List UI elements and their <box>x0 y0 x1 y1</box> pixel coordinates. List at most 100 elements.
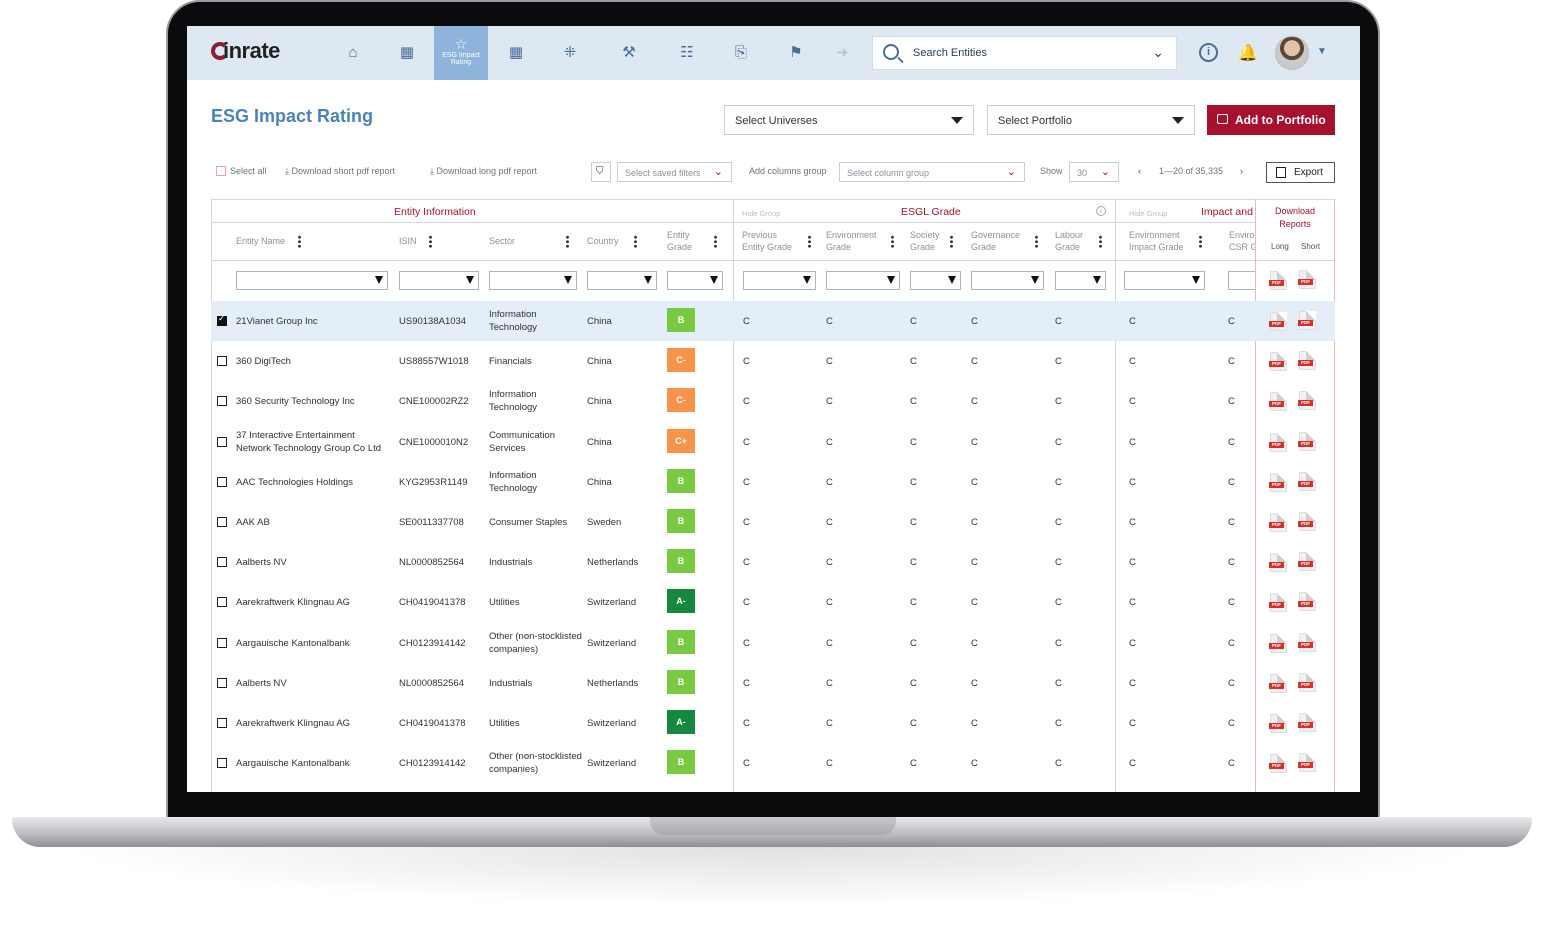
table-row[interactable]: Aargauische Kantonalbank CH0123914142 Othe… <box>211 743 1335 783</box>
home-icon[interactable]: ⌂ <box>348 44 358 61</box>
pdf-short-icon[interactable]: PDF <box>1298 351 1316 371</box>
pdf-long-icon[interactable]: PDF <box>1269 513 1287 532</box>
pdf-short-icon[interactable]: PDF <box>1298 391 1316 411</box>
pdf-long-icon[interactable]: PDF <box>1269 432 1287 452</box>
filter-country[interactable] <box>587 271 657 290</box>
select-universes-dropdown[interactable]: Select Universes <box>724 105 974 135</box>
pdf-short-icon[interactable]: PDF <box>1298 753 1316 773</box>
hide-group-link[interactable]: Hide Group <box>1129 209 1168 218</box>
col-environment-impact-grade[interactable]: Environment Impact Grade <box>1129 229 1184 253</box>
filter-isin[interactable] <box>399 271 479 290</box>
entity-name-cell[interactable]: AAC Technologies Holdings <box>236 476 353 489</box>
col-governance-grade[interactable]: Governance Grade <box>971 229 1020 253</box>
download-short-report-button[interactable]: ⤓ Download short pdf report <box>285 166 395 177</box>
row-checkbox[interactable] <box>217 597 227 608</box>
entity-name-cell[interactable]: Aargauische Kantonalbank <box>236 757 350 770</box>
col-sector[interactable]: Sector <box>489 236 516 246</box>
hide-group-link[interactable]: Hide Group <box>742 209 781 218</box>
row-checkbox[interactable] <box>217 718 227 728</box>
row-checkbox[interactable] <box>217 356 227 367</box>
next-page-icon[interactable]: › <box>1240 166 1243 176</box>
add-to-portfolio-button[interactable]: Add to Portfolio <box>1207 105 1335 135</box>
filter-society-grade[interactable] <box>910 271 961 290</box>
pdf-long-icon[interactable]: PDF <box>1269 714 1287 733</box>
row-checkbox[interactable] <box>217 758 227 769</box>
table-row[interactable]: 37 Interactive Entertainment Network Tech… <box>211 422 1335 462</box>
checklist-icon[interactable]: ☷ <box>680 44 694 61</box>
table-row[interactable]: 360 DigiTech US88557W1018 Financials China C… <box>211 341 1335 381</box>
col-environment-grade[interactable]: Environment Grade <box>826 229 877 253</box>
grid-icon[interactable]: ▦ <box>399 44 415 61</box>
col-entity-grade[interactable]: Entity Grade <box>667 229 692 253</box>
bell-icon[interactable]: 🔔 <box>1238 45 1258 62</box>
filter-sector[interactable] <box>489 271 577 290</box>
filter-environment-impact[interactable] <box>1124 271 1205 290</box>
row-checkbox[interactable] <box>217 436 227 447</box>
entity-name-cell[interactable]: Aalberts NV <box>236 556 287 569</box>
saved-filters-dropdown[interactable]: Select saved filters ⌄ <box>617 162 732 182</box>
entity-name-cell[interactable]: Aargauische Kantonalbank <box>236 637 350 650</box>
pdf-long-icon[interactable]: PDF <box>1269 754 1287 774</box>
pdf-long-icon[interactable]: PDF <box>1269 673 1287 693</box>
search-input[interactable]: Search Entities <box>913 47 987 59</box>
pdf-short-icon[interactable]: PDF <box>1298 592 1316 612</box>
pdf-short-icon[interactable]: PDF <box>1298 431 1316 451</box>
select-all-checkbox[interactable]: Select all <box>216 166 267 176</box>
table-row[interactable]: AAK AB SE0011337708 Consumer Staples Sweden… <box>211 502 1335 542</box>
entity-name-cell[interactable]: 360 DigiTech <box>236 355 291 368</box>
chevron-down-icon[interactable]: ⌄ <box>1152 44 1164 60</box>
info-icon[interactable]: i <box>1199 43 1218 62</box>
row-checkbox[interactable] <box>217 316 227 326</box>
arrow-circle-icon[interactable]: ➜ <box>835 44 849 61</box>
pdf-long-icon[interactable]: PDF <box>1269 472 1287 492</box>
filter-button[interactable]: ⛉ <box>591 162 611 182</box>
filter-entity-grade[interactable] <box>667 271 723 290</box>
row-checkbox[interactable] <box>217 517 227 527</box>
pdf-long-icon[interactable]: PDF <box>1269 271 1287 290</box>
download-long-report-button[interactable]: ⤓ Download long pdf report <box>430 166 537 177</box>
column-menu-icon[interactable] <box>566 235 569 248</box>
pdf-short-icon[interactable]: PDF <box>1298 512 1316 531</box>
pdf-short-icon[interactable]: PDF <box>1298 270 1316 289</box>
col-country[interactable]: Country <box>587 236 619 246</box>
grid-icon[interactable]: ▦ <box>508 44 524 61</box>
filter-labour-grade[interactable] <box>1055 271 1106 290</box>
column-menu-icon[interactable] <box>298 235 301 248</box>
avatar[interactable] <box>1275 36 1309 70</box>
column-menu-icon[interactable] <box>1035 235 1038 248</box>
filter-governance-grade[interactable] <box>971 271 1044 290</box>
pdf-long-icon[interactable]: PDF <box>1269 392 1287 412</box>
col-labour-grade[interactable]: Labour Grade <box>1055 229 1083 253</box>
column-menu-icon[interactable] <box>891 235 894 248</box>
page-size-dropdown[interactable]: 30 ⌄ <box>1069 162 1119 182</box>
column-menu-icon[interactable] <box>1199 235 1202 248</box>
search-entities-box[interactable]: Search Entities ⌄ <box>872 36 1177 70</box>
row-checkbox[interactable] <box>217 637 227 648</box>
row-checkbox[interactable] <box>217 557 227 568</box>
pdf-long-icon[interactable]: PDF <box>1269 593 1287 613</box>
checkbox[interactable] <box>216 166 226 176</box>
pdf-short-icon[interactable]: PDF <box>1298 713 1316 732</box>
table-row[interactable]: ✓ 21Vianet Group Inc US90138A1034 Informati… <box>211 301 1335 341</box>
gavel-icon[interactable]: ⚒ <box>622 44 636 61</box>
col-isin[interactable]: ISIN <box>399 236 417 246</box>
table-row[interactable]: 360 Security Technology Inc CNE100002RZ2 I… <box>211 381 1335 421</box>
filter-environment-csr[interactable] <box>1228 271 1255 290</box>
pdf-short-icon[interactable]: PDF <box>1298 672 1316 692</box>
filter-previous-grade[interactable] <box>743 271 816 290</box>
table-row[interactable]: Aargauische Kantonalbank CH0123914142 Othe… <box>211 623 1335 663</box>
tab-esg-impact-rating[interactable]: ☆ ESG Impact Rating <box>434 26 488 80</box>
column-menu-icon[interactable] <box>714 235 717 248</box>
column-group-dropdown[interactable]: Select column group ⌄ <box>839 162 1025 182</box>
entity-name-cell[interactable]: Aarekraftwerk Klingnau AG <box>236 596 350 609</box>
entity-name-cell[interactable]: 21Vianet Group Inc <box>236 315 318 328</box>
pdf-short-icon[interactable]: PDF <box>1298 471 1316 491</box>
pdf-short-icon[interactable]: PDF <box>1298 552 1316 572</box>
column-menu-icon[interactable] <box>950 235 953 248</box>
row-checkbox[interactable] <box>217 396 227 407</box>
col-environment-csr-grade[interactable]: Enviro CSR G <box>1229 229 1255 253</box>
column-menu-icon[interactable] <box>429 235 432 248</box>
select-portfolio-dropdown[interactable]: Select Portfolio <box>987 105 1195 135</box>
pdf-long-icon[interactable]: PDF <box>1269 633 1287 653</box>
table-row[interactable]: Aalberts NV NL0000852564 Industrials Nether… <box>211 542 1335 582</box>
